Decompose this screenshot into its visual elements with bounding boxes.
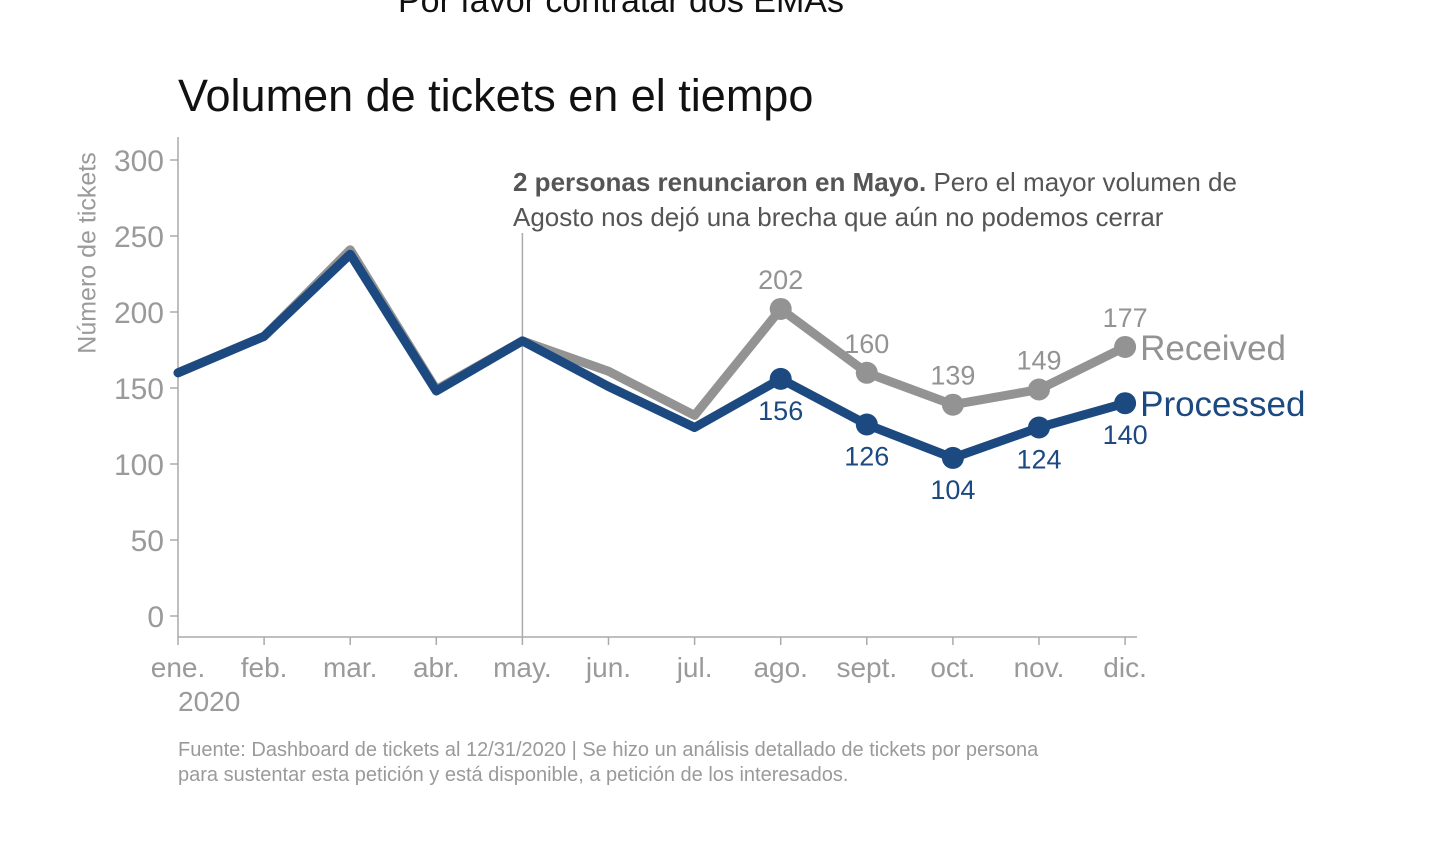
x-tick-label: mar. <box>323 652 377 683</box>
y-tick-label: 100 <box>114 449 164 482</box>
data-point-processed <box>855 413 878 436</box>
x-tick-label: ene. <box>151 652 206 683</box>
y-tick-label: 300 <box>114 145 164 178</box>
data-label-received: 139 <box>930 361 975 391</box>
x-tick-label: nov. <box>1014 652 1065 683</box>
y-tick-label: 50 <box>131 525 164 558</box>
data-point-received <box>1114 335 1137 358</box>
x-tick-label: feb. <box>241 652 288 683</box>
data-label-processed: 104 <box>930 475 975 505</box>
x-year-label: 2020 <box>178 686 240 717</box>
x-tick-label: ago. <box>753 652 808 683</box>
series-line-received <box>173 245 1130 420</box>
data-label-processed: 124 <box>1016 445 1061 475</box>
x-tick-label: abr. <box>413 652 460 683</box>
x-tick-label: jul. <box>676 652 713 683</box>
series-line-processed <box>173 249 1130 463</box>
data-label-received: 149 <box>1016 346 1061 376</box>
data-point-processed <box>769 367 792 390</box>
y-tick-label: 150 <box>114 373 164 406</box>
x-tick-label: sept. <box>836 652 897 683</box>
data-label-received: 177 <box>1103 303 1148 333</box>
annotation-bold: 2 personas renunciaron en Mayo. <box>513 167 927 197</box>
data-label-received: 202 <box>758 265 803 295</box>
data-point-received <box>941 393 964 416</box>
series-label-processed: Processed <box>1140 385 1305 424</box>
annotation-text: Pero el mayor volumen de <box>926 167 1237 197</box>
x-tick-label: oct. <box>930 652 975 683</box>
caption-line-2: para sustentar esta petición y está disp… <box>178 764 849 786</box>
data-point-received <box>855 361 878 384</box>
data-label-processed: 126 <box>844 441 889 471</box>
chart-title: Volumen de tickets en el tiempo <box>178 70 814 121</box>
y-tick-label: 250 <box>114 221 164 254</box>
data-label-processed: 156 <box>758 396 803 426</box>
series-label-received: Received <box>1140 329 1286 368</box>
y-tick-label: 0 <box>147 601 164 634</box>
y-tick-label: 200 <box>114 297 164 330</box>
annotation-line2: Agosto nos dejó una brecha que aún no po… <box>513 202 1164 232</box>
data-point-processed <box>941 446 964 469</box>
x-tick-label: dic. <box>1103 652 1147 683</box>
top-title: Por favor contratar dos EMAs <box>398 0 844 20</box>
chart-annotation: 2 personas renunciaron en Mayo. Pero el … <box>513 165 1343 235</box>
data-point-received <box>769 297 792 320</box>
x-tick-label: may. <box>493 652 552 683</box>
data-point-processed <box>1114 392 1137 415</box>
data-label-received: 160 <box>844 329 889 359</box>
data-point-processed <box>1028 416 1050 439</box>
data-point-received <box>1028 378 1050 401</box>
x-tick-label: jun. <box>585 652 631 683</box>
chart-caption: Fuente: Dashboard de tickets al 12/31/20… <box>178 738 1038 788</box>
caption-line-1: Fuente: Dashboard de tickets al 12/31/20… <box>178 739 1039 761</box>
data-label-processed: 140 <box>1103 420 1148 450</box>
